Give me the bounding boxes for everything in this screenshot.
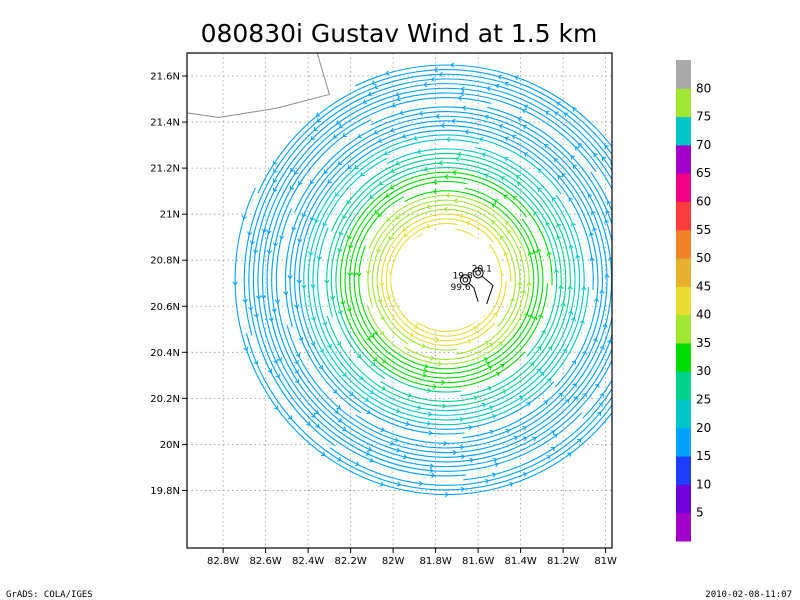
colorbar-label: 65 — [696, 166, 711, 180]
streamline-arrow — [655, 281, 659, 284]
colorbar-label: 10 — [696, 477, 711, 491]
colorbar-label: 40 — [696, 308, 711, 322]
colorbar-swatch — [676, 258, 691, 287]
colorbar-swatch — [676, 400, 691, 429]
y-axis-ticks: 19.8N 20N 20.2N 20.4N 20.6N 20.8N 21N 21.2N 21.4… — [150, 72, 187, 497]
streamline-arrow — [638, 221, 643, 225]
colorbar-swatch — [676, 428, 691, 457]
streamline-arrow — [631, 354, 636, 358]
footer-timestamp: 2010-02-08-11:07 — [705, 590, 792, 600]
colorbar-swatch — [676, 145, 691, 174]
colorbar-swatch — [676, 117, 691, 146]
y-tick-label: 21.2N — [150, 164, 180, 175]
storm-annotation: 99.6 — [451, 283, 471, 293]
streamline-arrow — [646, 215, 651, 219]
wind-map-figure: 080830i Gustav Wind at 1.5 km 20.119.899… — [0, 0, 800, 600]
streamline-arrow — [619, 389, 624, 394]
streamline-arrow — [619, 275, 623, 278]
y-tick-label: 21N — [160, 210, 180, 221]
y-tick-label: 21.6N — [150, 72, 180, 83]
colorbar-label: 70 — [696, 138, 711, 152]
colorbar-swatch — [676, 230, 691, 259]
y-tick-label: 19.8N — [150, 486, 180, 497]
x-tick-label: 81.4W — [505, 556, 537, 567]
footer-credit: GrADS: COLA/IGES — [6, 590, 93, 600]
streamline-arrow — [644, 346, 649, 350]
streamline-arrow — [614, 333, 619, 337]
colorbar-swatch — [676, 173, 691, 202]
colorbar-swatch — [676, 371, 691, 400]
plot-area: 20.119.899.6 — [187, 44, 660, 548]
streamline-arrow — [646, 288, 651, 291]
colorbar-label: 55 — [696, 223, 711, 237]
y-tick-label: 20.4N — [150, 348, 180, 359]
storm-annotation: 20.1 — [472, 265, 492, 275]
colorbar-label: 80 — [696, 81, 711, 95]
colorbar-swatch — [676, 343, 691, 372]
colorbar-label: 20 — [696, 421, 711, 435]
streamline-arrow — [650, 265, 655, 268]
colorbar-label: 25 — [696, 393, 711, 407]
colorbar-swatch — [676, 456, 691, 485]
colorbar-swatch — [676, 286, 691, 315]
x-tick-label: 81.8W — [420, 556, 452, 567]
colorbar-swatch — [676, 88, 691, 117]
streamline-arrow — [614, 405, 619, 410]
colorbar-label: 50 — [696, 251, 711, 265]
x-axis-ticks: 82.8W 82.6W 82.4W 82.2W 82W 81.8W 81.6W 81.4W 81… — [207, 548, 617, 567]
colorbar-swatch — [676, 484, 691, 513]
colorbar-swatch — [676, 60, 691, 89]
x-tick-label: 82.2W — [335, 556, 367, 567]
x-tick-label: 81.6W — [462, 556, 494, 567]
colorbar: 5 10 15 20 25 30 35 40 45 50 55 60 65 70 75 80 — [676, 60, 711, 542]
streamline-arrow — [641, 280, 645, 283]
x-tick-label: 81.2W — [547, 556, 579, 567]
colorbar-label: 35 — [696, 336, 711, 350]
x-tick-label: 81W — [594, 556, 617, 567]
colorbar-label: 45 — [696, 279, 711, 293]
streamline-arrow — [632, 262, 637, 265]
streamline-arrow — [622, 324, 627, 328]
colorbar-swatch — [676, 315, 691, 344]
streamline-arrow — [644, 329, 649, 333]
y-tick-label: 20.2N — [150, 394, 180, 405]
streamline-arrow — [624, 208, 629, 212]
streamline-arrow — [614, 283, 618, 286]
x-tick-label: 82.6W — [250, 556, 282, 567]
y-tick-label: 21.4N — [150, 118, 180, 129]
colorbar-swatch — [676, 513, 691, 542]
y-tick-label: 20N — [160, 440, 180, 451]
colorbar-label: 60 — [696, 194, 711, 208]
colorbar-label: 75 — [696, 110, 711, 124]
streamline-arrow — [617, 154, 622, 159]
x-tick-label: 82.4W — [292, 556, 324, 567]
y-tick-label: 20.8N — [150, 256, 180, 267]
streamline-arrow — [637, 272, 642, 275]
colorbar-swatch — [676, 201, 691, 230]
streamline-arrow — [623, 266, 628, 269]
map-title: 080830i Gustav Wind at 1.5 km — [201, 19, 598, 48]
storm-eye-area — [391, 230, 501, 330]
colorbar-label: 5 — [696, 506, 704, 520]
colorbar-label: 15 — [696, 449, 711, 463]
x-tick-label: 82.8W — [207, 556, 239, 567]
streamline-arrow — [628, 335, 633, 339]
streamline-arrow — [631, 214, 636, 218]
x-tick-label: 82W — [382, 556, 405, 567]
streamline-arrow — [615, 197, 620, 202]
y-tick-label: 20.6N — [150, 302, 180, 313]
colorbar-label: 30 — [696, 364, 711, 378]
streamline-arrow — [636, 201, 641, 205]
storm-annotation: 19.8 — [453, 272, 473, 282]
streamline-arrow — [630, 344, 635, 348]
